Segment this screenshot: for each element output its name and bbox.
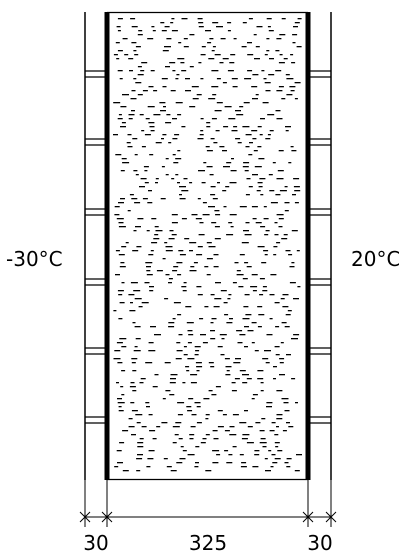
outside-temperature-label: -30°C [6, 247, 63, 271]
inner-layer-joints [308, 70, 331, 424]
core-layer-thickness-label: 325 [189, 531, 227, 554]
inner-layer-thickness-label: 30 [307, 531, 332, 554]
dimension-ticks [79, 511, 337, 523]
dimension-lines: 30 325 30 [79, 480, 337, 554]
inside-temperature-label: 20°C [351, 247, 399, 271]
outer-layer [84, 12, 107, 480]
outer-layer-thickness-label: 30 [83, 531, 108, 554]
inner-layer [308, 12, 332, 480]
insulation-hatch-pattern [113, 18, 302, 472]
core-layer [104, 11, 311, 481]
outer-layer-joints [85, 70, 107, 424]
